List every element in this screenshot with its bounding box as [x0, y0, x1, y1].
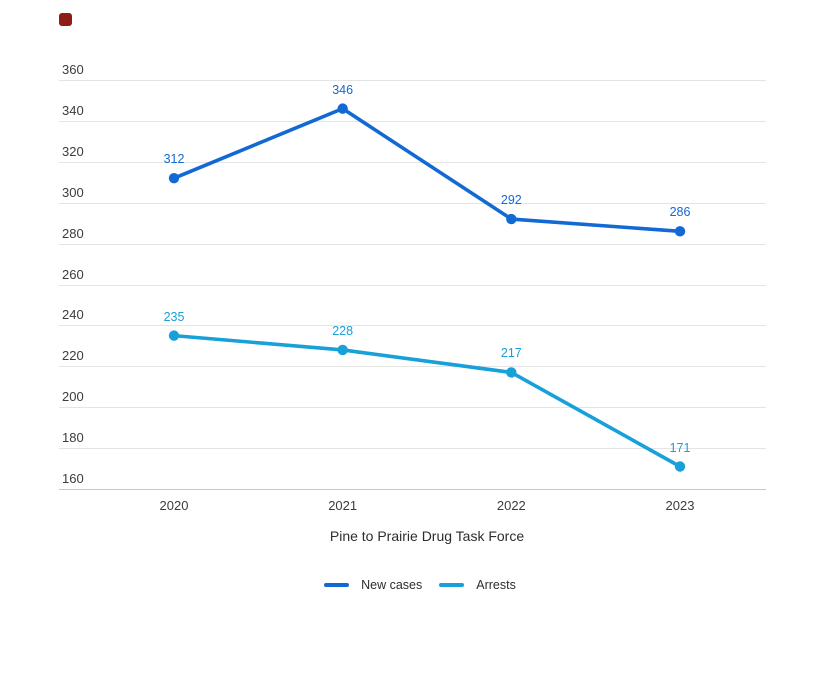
legend-label: Arrests [476, 578, 516, 592]
data-point-new-cases [506, 213, 517, 225]
y-tick-label: 160 [62, 471, 84, 486]
y-tick-label: 360 [62, 62, 84, 77]
data-point-arrests [337, 344, 348, 356]
data-label: 235 [163, 309, 185, 324]
data-label: 171 [669, 440, 691, 455]
y-tick-label: 340 [62, 102, 84, 118]
x-tick-label: 2020 [159, 498, 189, 513]
data-label: 346 [332, 82, 354, 97]
y-tick-label: 260 [62, 266, 84, 282]
y-tick-label: 300 [62, 184, 84, 200]
y-tick-label: 280 [62, 225, 84, 241]
data-point-arrests [674, 461, 686, 472]
data-point-arrests [168, 330, 180, 341]
data-label: 312 [163, 152, 185, 167]
legend-swatch-icon [324, 583, 350, 587]
legend-item-arrests: Arrests [439, 578, 516, 592]
x-tick-label: 2023 [665, 498, 695, 513]
data-label: 286 [669, 205, 691, 220]
data-point-new-cases [168, 172, 180, 184]
data-label: 292 [500, 193, 522, 208]
y-tick-label: 200 [62, 389, 84, 405]
y-tick-label: 220 [62, 348, 84, 364]
data-label: 228 [332, 323, 354, 338]
brand-mark [59, 13, 72, 26]
legend-swatch-icon [439, 583, 465, 587]
data-label: 217 [500, 346, 522, 361]
y-tick-label: 320 [62, 143, 84, 159]
legend-item-new-cases: New cases [324, 578, 422, 592]
series-line-new-cases [172, 106, 682, 234]
y-tick-label: 180 [62, 430, 84, 446]
x-axis-title: Pine to Prairie Drug Task Force [329, 528, 525, 544]
series-line-arrests [172, 333, 682, 469]
legend: New cases Arrests [0, 578, 840, 592]
x-tick-label: 2022 [496, 498, 526, 513]
data-point-new-cases [337, 103, 348, 114]
data-point-arrests [506, 367, 517, 378]
y-tick-label: 240 [62, 307, 84, 323]
legend-label: New cases [361, 578, 423, 592]
x-tick-label: 2021 [328, 498, 358, 513]
data-point-new-cases [674, 226, 686, 237]
